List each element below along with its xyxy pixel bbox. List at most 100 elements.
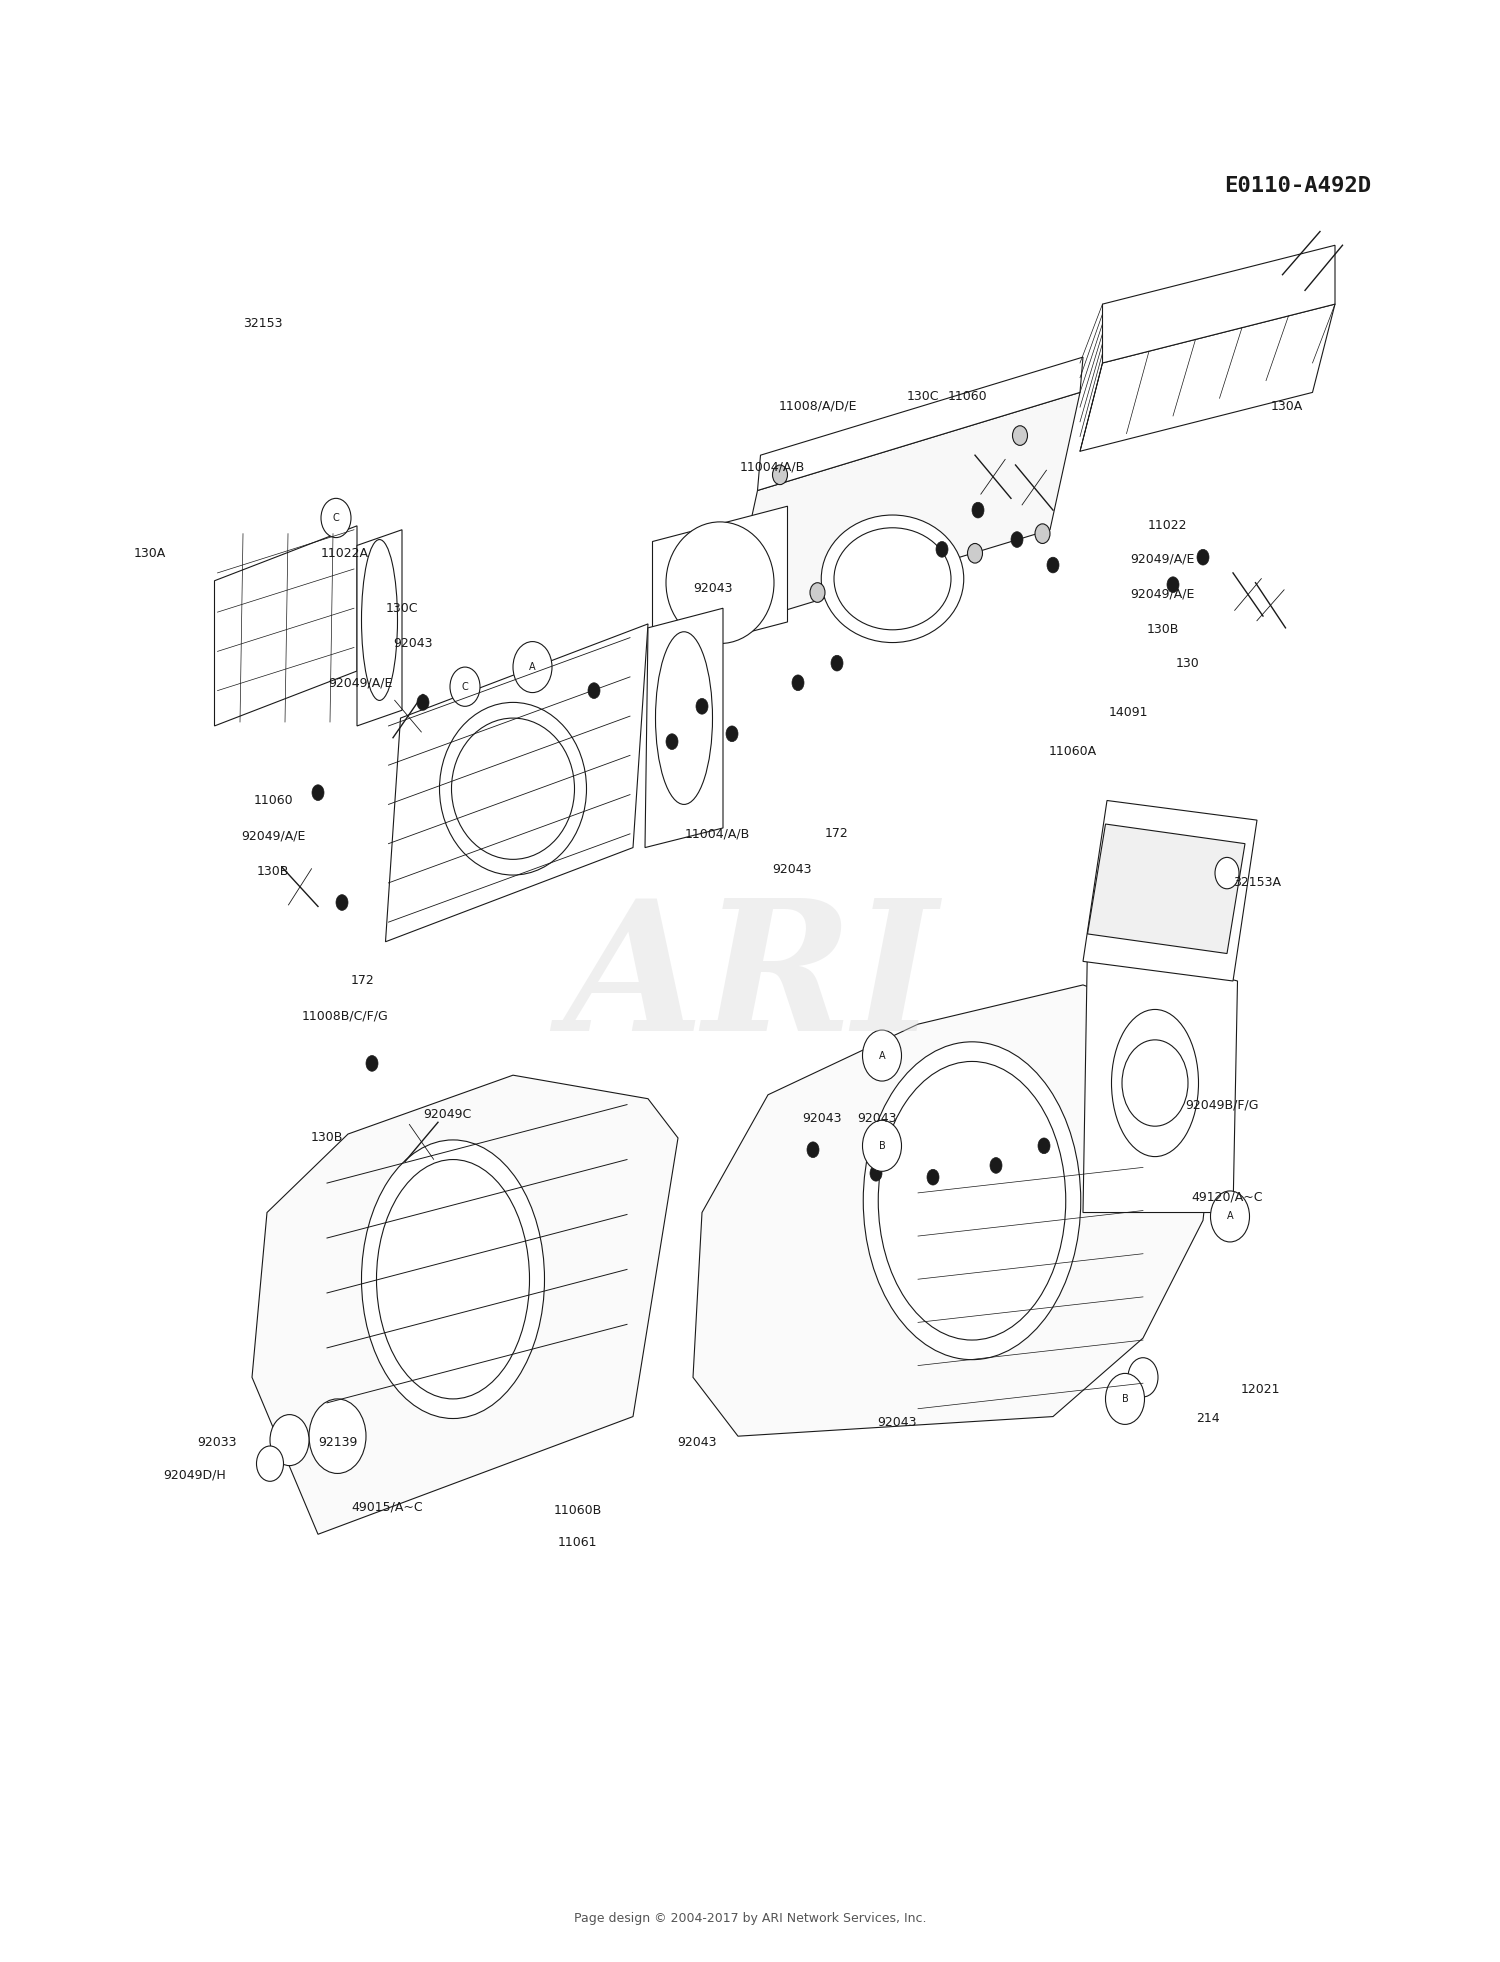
- Ellipse shape: [666, 522, 774, 644]
- Text: 92043: 92043: [678, 1436, 717, 1448]
- Polygon shape: [1083, 800, 1257, 981]
- Text: 32153A: 32153A: [1233, 877, 1281, 889]
- Text: 11004/A/B: 11004/A/B: [740, 461, 806, 473]
- Circle shape: [1013, 426, 1028, 445]
- Ellipse shape: [834, 528, 951, 630]
- Ellipse shape: [864, 1042, 1080, 1360]
- Text: 92049C: 92049C: [423, 1109, 471, 1120]
- Circle shape: [972, 502, 984, 518]
- Circle shape: [990, 1158, 1002, 1173]
- Ellipse shape: [1112, 1008, 1198, 1156]
- Text: 92049/A/E: 92049/A/E: [1131, 589, 1194, 600]
- Circle shape: [792, 675, 804, 691]
- Circle shape: [936, 542, 948, 557]
- Text: 92049/A/E: 92049/A/E: [242, 830, 304, 842]
- Circle shape: [1038, 1138, 1050, 1154]
- Ellipse shape: [362, 540, 398, 700]
- Polygon shape: [645, 608, 723, 848]
- Circle shape: [1122, 1040, 1188, 1126]
- Text: ARI: ARI: [562, 893, 938, 1069]
- Circle shape: [256, 1446, 284, 1481]
- Text: A: A: [530, 661, 536, 673]
- Text: 92049B/F/G: 92049B/F/G: [1185, 1099, 1260, 1110]
- Ellipse shape: [452, 718, 574, 859]
- Ellipse shape: [376, 1160, 530, 1399]
- Text: 11004/A/B: 11004/A/B: [684, 828, 750, 840]
- Circle shape: [1011, 532, 1023, 547]
- Circle shape: [696, 698, 708, 714]
- Polygon shape: [758, 357, 1083, 490]
- Text: E0110-A492D: E0110-A492D: [1224, 177, 1371, 196]
- Text: 92049/A/E: 92049/A/E: [1131, 553, 1194, 565]
- Circle shape: [588, 683, 600, 698]
- Text: B: B: [1122, 1393, 1128, 1405]
- Polygon shape: [728, 392, 1080, 628]
- Circle shape: [810, 583, 825, 602]
- Circle shape: [1215, 857, 1239, 889]
- Circle shape: [807, 1142, 819, 1158]
- Text: 92043: 92043: [802, 1112, 842, 1124]
- Text: 92043: 92043: [878, 1417, 916, 1428]
- Text: 11008B/C/F/G: 11008B/C/F/G: [302, 1010, 388, 1022]
- Circle shape: [1167, 577, 1179, 593]
- Circle shape: [1197, 549, 1209, 565]
- Text: Page design © 2004-2017 by ARI Network Services, Inc.: Page design © 2004-2017 by ARI Network S…: [573, 1913, 926, 1925]
- Text: 11060: 11060: [948, 390, 987, 402]
- Circle shape: [772, 465, 788, 485]
- Text: 130A: 130A: [1270, 400, 1304, 412]
- Polygon shape: [357, 530, 402, 726]
- Text: 92043: 92043: [693, 583, 732, 594]
- Ellipse shape: [440, 702, 586, 875]
- Circle shape: [1210, 1191, 1249, 1242]
- Text: C: C: [462, 681, 468, 693]
- Text: 11022A: 11022A: [321, 547, 369, 559]
- Text: 92049/A/E: 92049/A/E: [328, 677, 392, 689]
- Text: 49015/A~C: 49015/A~C: [351, 1501, 423, 1513]
- Polygon shape: [1102, 245, 1335, 363]
- Text: 92043: 92043: [858, 1112, 897, 1124]
- Circle shape: [726, 726, 738, 742]
- Text: 92043: 92043: [393, 638, 432, 649]
- Text: 130B: 130B: [310, 1132, 344, 1144]
- Circle shape: [740, 589, 754, 608]
- Text: 11022: 11022: [1148, 520, 1186, 532]
- Ellipse shape: [362, 1140, 544, 1419]
- Text: 32153: 32153: [243, 318, 282, 330]
- Polygon shape: [1083, 942, 1238, 1213]
- Text: 49120/A~C: 49120/A~C: [1191, 1191, 1263, 1203]
- Text: 92033: 92033: [198, 1436, 237, 1448]
- Ellipse shape: [879, 1061, 1065, 1340]
- Text: 11061: 11061: [558, 1536, 597, 1548]
- Text: 130B: 130B: [1146, 624, 1179, 636]
- Circle shape: [513, 642, 552, 693]
- Circle shape: [831, 655, 843, 671]
- Text: 11060B: 11060B: [554, 1505, 602, 1517]
- Text: 172: 172: [825, 828, 849, 840]
- Text: 130A: 130A: [134, 547, 166, 559]
- Circle shape: [417, 695, 429, 710]
- Circle shape: [336, 895, 348, 910]
- Polygon shape: [1080, 304, 1335, 451]
- Circle shape: [862, 1030, 901, 1081]
- Text: 11060: 11060: [254, 795, 292, 806]
- Circle shape: [270, 1415, 309, 1466]
- Text: B: B: [879, 1140, 885, 1152]
- Text: 130C: 130C: [906, 390, 939, 402]
- Circle shape: [450, 667, 480, 706]
- Text: 172: 172: [351, 975, 375, 987]
- Text: 92049D/H: 92049D/H: [164, 1470, 226, 1481]
- Polygon shape: [693, 985, 1218, 1436]
- Text: 214: 214: [1196, 1413, 1219, 1424]
- Text: A: A: [879, 1050, 885, 1061]
- Circle shape: [309, 1399, 366, 1473]
- Polygon shape: [1088, 824, 1245, 954]
- Text: 130C: 130C: [386, 602, 418, 614]
- Circle shape: [312, 785, 324, 800]
- Text: 130: 130: [1176, 657, 1200, 669]
- Text: 92043: 92043: [772, 863, 812, 875]
- Text: 14091: 14091: [1108, 706, 1148, 718]
- Text: 11008/A/D/E: 11008/A/D/E: [778, 400, 856, 412]
- Polygon shape: [214, 526, 357, 726]
- Text: 12021: 12021: [1240, 1383, 1280, 1395]
- Circle shape: [666, 734, 678, 749]
